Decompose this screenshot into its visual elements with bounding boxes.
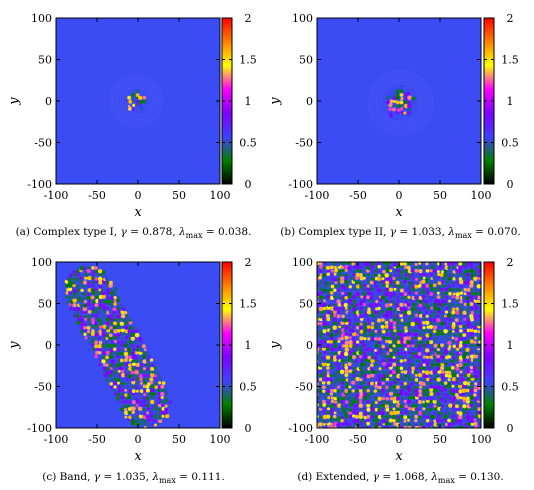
y-axis-label: y [268,341,283,350]
x-axis-label: x [395,205,403,220]
colorbar-tick-label: 2 [507,12,514,25]
x-tick-label: 0 [135,189,142,202]
panel-c: -100 -50 0 50 100 100 50 0 -50 -100 x y 2 1.5 1 0.5 0 [7,256,257,464]
colorbar-tick-label: 1 [245,95,252,108]
caption-a: (a) Complex type I, γ = 0.878, λmax = 0.… [15,226,252,241]
x-tick-label: 50 [433,433,447,446]
x-tick-label: 100 [210,433,231,446]
y-tick-label: 0 [306,339,313,352]
colorbar-tick-label: 1.5 [501,298,519,311]
x-tick-label: 50 [172,433,186,446]
y-tick-label: -100 [288,422,313,435]
x-tick-label: -100 [305,189,330,202]
panel-d: -100 -50 0 50 100 100 50 0 -50 -100 x y 2 1.5 1 0.5 0 [268,256,519,464]
colorbar-tick-label: 0.5 [501,137,519,150]
y-tick-label: -50 [295,381,313,394]
y-tick-label: -50 [34,137,52,150]
y-tick-label: -50 [34,381,52,394]
y-tick-label: 50 [299,54,313,67]
colorbar-tick-label: 2 [245,12,252,25]
x-tick-label: 100 [210,189,231,202]
panel-b: -100 -50 0 50 100 100 50 0 -50 -100 x y 2 1.5 1 0.5 0 [268,12,519,220]
colorbar-tick-label: 1.5 [239,298,257,311]
colorbar-tick-label: 0.5 [501,381,519,394]
y-axis-label: y [7,341,22,350]
colorbar-tick-label: 0 [245,422,252,435]
y-tick-label: -50 [295,137,313,150]
colorbar-tick-label: 2 [245,256,252,269]
y-tick-label: -100 [288,178,313,191]
colorbar-tick-label: 1 [507,95,514,108]
y-tick-label: 100 [31,12,52,25]
panel-a: -100 -50 0 50 100 100 50 0 -50 -100 x y 2 1.5 1 0.5 0 [7,12,257,220]
x-axis-label: x [395,449,403,464]
y-axis-label: y [268,97,283,106]
colorbar-tick-label: 1.5 [239,54,257,67]
colorbar-tick-label: 2 [507,256,514,269]
heatmap-field [109,74,164,128]
y-tick-label: 100 [31,256,52,269]
x-axis-label: x [134,205,142,220]
heatmap-field [317,262,481,428]
caption-b: (b) Complex type II, γ = 1.033, λmax = 0… [280,226,521,241]
x-tick-label: -50 [349,433,367,446]
colorbar-tick-label: 0 [507,422,514,435]
y-tick-label: 50 [38,54,52,67]
x-tick-label: 50 [433,189,447,202]
y-axis-label: y [7,97,22,106]
x-tick-label: 0 [135,433,142,446]
colorbar-tick-label: 0.5 [239,381,257,394]
heatmap-field [64,265,173,428]
colorbar-tick-label: 1.5 [501,54,519,67]
y-tick-label: -100 [27,422,52,435]
x-axis-label: x [134,449,142,464]
y-tick-label: 50 [38,298,52,311]
x-tick-label: -100 [44,433,69,446]
x-tick-label: -100 [44,189,69,202]
x-tick-label: -100 [305,433,330,446]
y-tick-label: 50 [299,298,313,311]
x-tick-label: 100 [471,433,492,446]
x-tick-label: 0 [396,433,403,446]
y-tick-label: 0 [45,95,52,108]
colorbar-tick-label: 0 [245,178,252,191]
colorbar-tick-label: 1 [245,339,252,352]
colorbar-tick-label: 0 [507,178,514,191]
x-tick-label: -50 [88,189,106,202]
x-tick-label: 100 [471,189,492,202]
heatmap-background [317,18,481,184]
y-tick-label: 0 [306,95,313,108]
x-tick-label: 0 [396,189,403,202]
x-tick-label: -50 [88,433,106,446]
x-tick-label: -50 [349,189,367,202]
colorbar-tick-label: 0.5 [239,137,257,150]
colorbar-tick-label: 1 [507,339,514,352]
x-tick-label: 50 [172,189,186,202]
caption-d: (d) Extended, γ = 1.068, λmax = 0.130. [297,471,504,486]
y-tick-label: 100 [292,12,313,25]
y-tick-label: 100 [292,256,313,269]
y-tick-label: 0 [45,339,52,352]
caption-c: (c) Band, γ = 1.035, λmax = 0.111. [42,471,225,486]
y-tick-label: -100 [27,178,52,191]
heatmap-field [368,70,434,136]
